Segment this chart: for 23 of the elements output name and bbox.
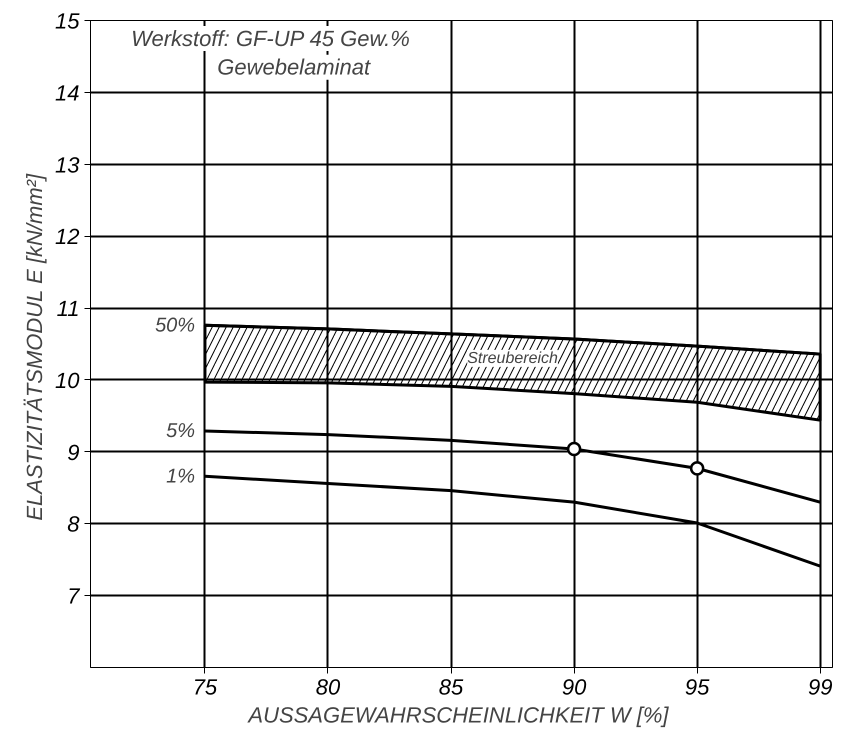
x-axis-title: AUSSAGEWAHRSCHEINLICHKEIT W [%] xyxy=(246,702,670,728)
annotation: Werkstoff: GF-UP 45 Gew.% xyxy=(131,26,410,51)
x-tick-label: 90 xyxy=(562,674,588,700)
x-tick-label: 85 xyxy=(438,674,464,700)
y-tick-label: 7 xyxy=(67,584,80,609)
y-tick-label: 9 xyxy=(67,440,80,465)
series-label: 50% xyxy=(155,314,196,336)
x-tick-label: 80 xyxy=(316,674,341,700)
x-tick-label: 99 xyxy=(808,674,832,700)
x-tick-label: 75 xyxy=(192,674,218,700)
series-label: 1% xyxy=(166,465,196,488)
y-tick-label: 13 xyxy=(55,152,80,178)
y-tick-label: 11 xyxy=(56,296,80,322)
y-tick-label: 14 xyxy=(55,80,80,106)
series-label: 5% xyxy=(166,420,196,442)
x-tick-label: 95 xyxy=(684,674,710,700)
annotation: Gewebelaminat xyxy=(217,54,371,80)
y-tick-label: 15 xyxy=(55,8,80,34)
annotation: Streubereich xyxy=(467,350,558,367)
y-tick-label: 10 xyxy=(55,368,80,393)
y-axis-title: ELASTIZITÄTSMODUL E [kN/mm²] xyxy=(22,173,48,521)
y-tick-label: 8 xyxy=(67,512,80,537)
y-tick-label: 12 xyxy=(55,224,80,250)
